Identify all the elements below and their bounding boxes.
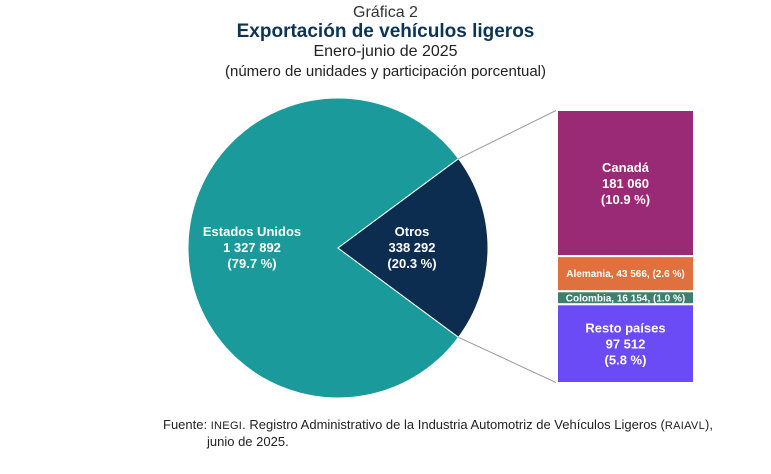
connector-lines	[458, 109, 558, 384]
source-note: Fuente: INEGI. Registro Administrativo d…	[163, 417, 753, 450]
pie-label-estados-unidos-value: 1 327 892	[223, 240, 281, 255]
bar-label-canada-pct: (10.9 %)	[601, 192, 650, 207]
bar-label-alemania: Alemania, 43 566, (2.6 %)	[566, 269, 684, 280]
source-prefix: Fuente:	[163, 417, 211, 432]
bar-label-canada-value: 181 060	[602, 176, 649, 191]
chart-period: Enero-junio de 2025	[313, 43, 458, 60]
pie-label-otros-name: Otros	[395, 224, 430, 239]
figure-label: Gráfica 2	[353, 4, 418, 21]
chart-units-note: (número de unidades y participación porc…	[224, 63, 547, 80]
pie-label-estados-unidos-pct: (79.7 %)	[227, 256, 276, 271]
bar-label-resto-paises-value: 97 512	[606, 337, 646, 352]
pie-slice-otros	[337, 157, 489, 339]
bar-label-resto-paises-pct: (5.8 %)	[605, 353, 647, 368]
pie-slice-estados-unidos	[187, 97, 460, 399]
source-text-2: ),	[705, 417, 713, 432]
pie-label-otros-value: 338 292	[389, 240, 436, 255]
bar-segment-resto-paises	[556, 303, 695, 384]
source-org: INEGI	[210, 420, 243, 432]
bar-label-canada-name: Canadá	[602, 160, 650, 175]
chart-title: Exportación de vehículos ligeros	[236, 21, 535, 42]
source-abbr: RAIAVL	[664, 420, 705, 432]
connector-top	[458, 109, 558, 160]
connector-bottom	[458, 336, 558, 384]
pie-label-otros-pct: (20.3 %)	[387, 256, 436, 271]
pie-label-estados-unidos-name: Estados Unidos	[203, 224, 301, 239]
bar-frame	[556, 109, 695, 384]
bar-label-resto-paises-name: Resto países	[585, 321, 665, 336]
source-line-2: junio de 2025.	[207, 434, 289, 449]
bar-label-colombia: Colombia, 16 154, (1.0 %)	[566, 293, 686, 304]
source-text-1: . Registro Administrativo de la Industri…	[242, 417, 665, 432]
